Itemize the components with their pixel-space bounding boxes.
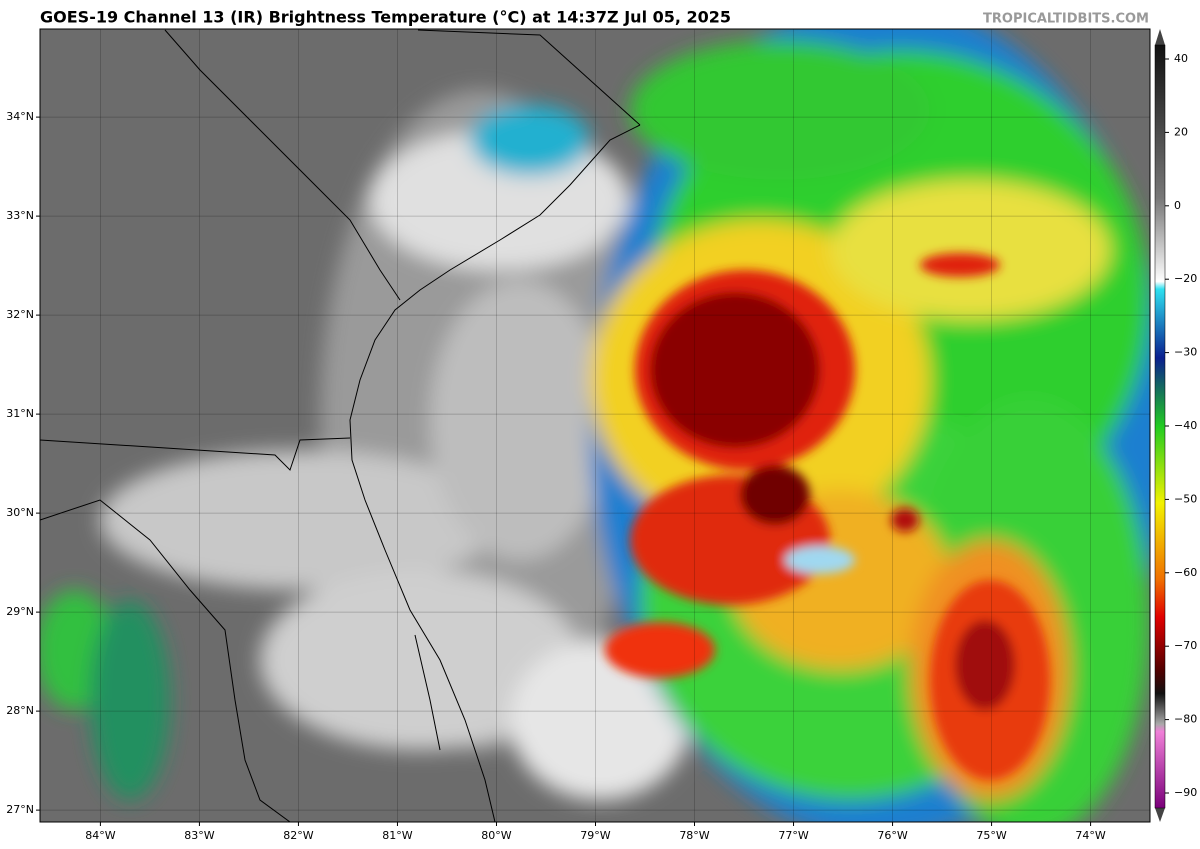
colorbar-label: −70 — [1174, 639, 1197, 652]
lon-label: 77°W — [778, 829, 808, 842]
imagery — [40, 29, 1150, 822]
lon-label: 79°W — [580, 829, 610, 842]
colorbar-label: −80 — [1174, 713, 1197, 726]
colorbar-label: −50 — [1174, 492, 1197, 505]
colorbar-label: 40 — [1174, 52, 1188, 65]
title: GOES-19 Channel 13 (IR) Brightness Tempe… — [40, 8, 731, 27]
lat-label: 34°N — [6, 110, 34, 123]
lon-label: 75°W — [976, 829, 1006, 842]
lat-label: 33°N — [6, 209, 34, 222]
lon-label: 83°W — [184, 829, 214, 842]
colorbar-label: −40 — [1174, 419, 1197, 432]
colorbar-label: −20 — [1174, 272, 1197, 285]
lon-label: 74°W — [1075, 829, 1105, 842]
colorbar-label: 0 — [1174, 199, 1181, 212]
lat-label: 32°N — [6, 308, 34, 321]
lat-label: 30°N — [6, 506, 34, 519]
credit: TROPICALTIDBITS.COM — [983, 12, 1149, 27]
colorbar-label: −30 — [1174, 346, 1197, 359]
lon-label: 76°W — [877, 829, 907, 842]
lat-label: 27°N — [6, 803, 34, 816]
lon-label: 78°W — [679, 829, 709, 842]
lat-label: 31°N — [6, 407, 34, 420]
colorbar-label: 20 — [1174, 125, 1188, 138]
lon-label: 82°W — [283, 829, 313, 842]
colorbar-label: −60 — [1174, 566, 1197, 579]
lon-label: 80°W — [481, 829, 511, 842]
colorbar — [1154, 44, 1166, 809]
lon-label: 84°W — [85, 829, 115, 842]
lon-label: 81°W — [382, 829, 412, 842]
colorbar-label: −90 — [1174, 786, 1197, 799]
lat-label: 29°N — [6, 605, 34, 618]
lat-label: 28°N — [6, 704, 34, 717]
